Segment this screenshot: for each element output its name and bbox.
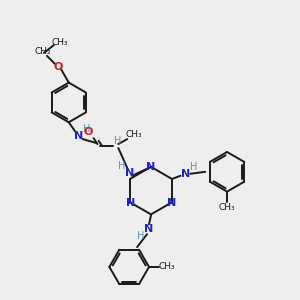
Text: CH₃: CH₃: [158, 262, 175, 272]
Text: N: N: [126, 197, 135, 208]
Text: N: N: [146, 162, 156, 172]
Text: O: O: [53, 62, 62, 72]
Text: H: H: [114, 136, 121, 146]
Text: N: N: [74, 131, 83, 141]
Text: H: H: [137, 231, 145, 241]
Text: N: N: [144, 224, 154, 234]
Text: N: N: [124, 168, 134, 178]
Text: CH₃: CH₃: [52, 38, 68, 46]
Text: CH₃: CH₃: [219, 203, 236, 212]
Text: O: O: [84, 127, 93, 137]
Text: CH₃: CH₃: [126, 130, 142, 139]
Text: N: N: [181, 169, 190, 179]
Text: H: H: [83, 124, 90, 134]
Text: CH₂: CH₂: [35, 47, 51, 56]
Text: N: N: [167, 197, 176, 208]
Text: H: H: [118, 161, 125, 171]
Text: H: H: [190, 162, 197, 172]
